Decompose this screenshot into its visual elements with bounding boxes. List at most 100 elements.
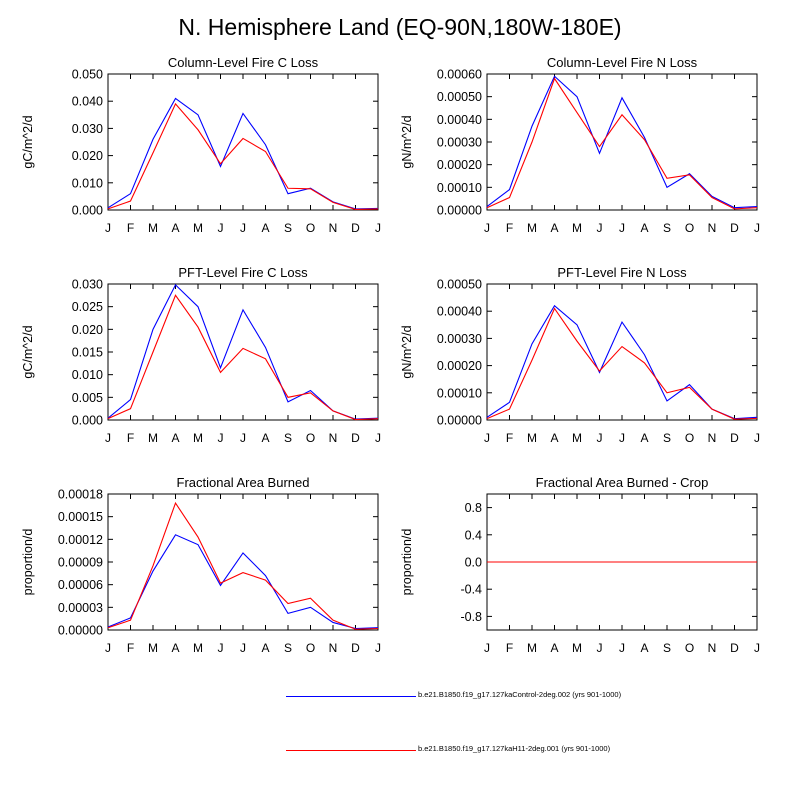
x-tick-label: J: [375, 431, 381, 445]
y-tick-label: 0.015: [72, 346, 103, 360]
series-line-control: [486, 304, 758, 420]
x-tick-label: F: [506, 221, 513, 235]
x-tick-label: M: [527, 221, 537, 235]
y-tick-label: 0.0: [465, 556, 482, 570]
x-tick-label: J: [619, 221, 625, 235]
x-tick-label: A: [550, 431, 558, 445]
y-axis-label: gN/m^2/d: [400, 325, 414, 378]
x-tick-label: A: [640, 221, 648, 235]
x-tick-label: M: [527, 641, 537, 655]
y-axis-label: gC/m^2/d: [21, 325, 35, 378]
x-tick-label: N: [708, 221, 717, 235]
y-axis-label: gC/m^2/d: [21, 115, 35, 168]
y-tick-label: 0.030: [72, 122, 103, 136]
plot-frame: [107, 283, 379, 421]
y-tick-label: 0.00010: [437, 181, 482, 195]
x-tick-label: A: [640, 641, 648, 655]
x-tick-label: A: [261, 431, 269, 445]
legend-entry-control: b.e21.B1850.f19_g17.127kaControl-2deg.00…: [286, 689, 786, 703]
x-tick-label: J: [484, 641, 490, 655]
legend-label-control: b.e21.B1850.f19_g17.127kaControl-2deg.00…: [418, 690, 622, 699]
y-tick-label: 0.030: [72, 278, 103, 292]
x-tick-label: M: [193, 431, 203, 445]
page-title: N. Hemisphere Land (EQ-90N,180W-180E): [178, 14, 622, 40]
plot-frame: [486, 73, 758, 211]
y-tick-label: 0.00018: [58, 488, 103, 502]
x-tick-label: N: [708, 641, 717, 655]
y-axis-label: proportion/d: [400, 529, 414, 596]
x-tick-label: D: [351, 221, 360, 235]
x-tick-label: N: [329, 221, 338, 235]
x-tick-label: M: [148, 431, 158, 445]
y-tick-label: 0.00015: [58, 510, 103, 524]
y-tick-label: 0.00009: [58, 556, 103, 570]
series-line-control: [107, 283, 379, 420]
x-tick-label: J: [754, 641, 760, 655]
y-tick-label: 0.000: [72, 414, 103, 428]
plot-frame: [107, 73, 379, 211]
x-tick-label: D: [730, 641, 739, 655]
y-tick-label: 0.00030: [437, 332, 482, 346]
series-line-h11: [107, 501, 379, 630]
x-tick-label: F: [127, 221, 134, 235]
y-tick-label: 0.020: [72, 149, 103, 163]
y-tick-label: 0.00000: [437, 204, 482, 218]
x-tick-label: F: [127, 641, 134, 655]
y-tick-label: 0.005: [72, 391, 103, 405]
x-tick-label: J: [375, 641, 381, 655]
x-tick-label: D: [730, 221, 739, 235]
x-tick-label: J: [218, 641, 224, 655]
x-tick-label: J: [484, 221, 490, 235]
series-line-h11: [107, 294, 379, 421]
x-tick-label: J: [105, 641, 111, 655]
x-tick-label: A: [171, 221, 179, 235]
chart-title: PFT-Level Fire N Loss: [557, 265, 687, 280]
y-tick-label: 0.00040: [437, 113, 482, 127]
series-line-control: [107, 534, 379, 630]
x-tick-label: N: [329, 431, 338, 445]
x-tick-label: D: [730, 431, 739, 445]
x-tick-label: O: [306, 431, 315, 445]
x-tick-label: M: [193, 641, 203, 655]
y-tick-label: 0.00050: [437, 278, 482, 292]
x-tick-label: M: [572, 431, 582, 445]
x-tick-label: F: [506, 641, 513, 655]
y-tick-label: 0.00000: [437, 414, 482, 428]
x-tick-label: O: [685, 221, 694, 235]
chart-title: PFT-Level Fire C Loss: [178, 265, 308, 280]
y-tick-label: 0.00050: [437, 90, 482, 104]
y-tick-label: 0.00003: [58, 601, 103, 615]
y-tick-label: 0.00030: [437, 136, 482, 150]
plot-frame: [107, 493, 379, 631]
x-tick-label: J: [218, 221, 224, 235]
x-tick-label: J: [105, 221, 111, 235]
x-tick-label: A: [640, 431, 648, 445]
x-tick-label: M: [193, 221, 203, 235]
x-tick-label: N: [329, 641, 338, 655]
x-tick-label: J: [754, 221, 760, 235]
x-tick-label: F: [127, 431, 134, 445]
x-tick-label: A: [550, 641, 558, 655]
y-tick-label: 0.00020: [437, 158, 482, 172]
y-tick-label: 0.00060: [437, 68, 482, 82]
x-tick-label: D: [351, 641, 360, 655]
x-tick-label: O: [306, 221, 315, 235]
y-tick-label: 0.00010: [437, 386, 482, 400]
x-tick-label: M: [572, 221, 582, 235]
chart-title: Column-Level Fire C Loss: [168, 55, 319, 70]
legend-label-h11: b.e21.B1850.f19_g17.127kaH11-2deg.001 (y…: [418, 744, 611, 753]
plot-frame: [486, 283, 758, 421]
x-tick-label: M: [572, 641, 582, 655]
y-tick-label: 0.00000: [58, 624, 103, 638]
y-axis-label: gN/m^2/d: [400, 115, 414, 168]
x-tick-label: J: [375, 221, 381, 235]
series-line-h11: [486, 77, 758, 210]
y-tick-label: 0.040: [72, 95, 103, 109]
chart-title: Column-Level Fire N Loss: [547, 55, 698, 70]
y-tick-label: 0.010: [72, 368, 103, 382]
y-tick-label: 0.8: [465, 501, 482, 515]
x-tick-label: J: [597, 431, 603, 445]
